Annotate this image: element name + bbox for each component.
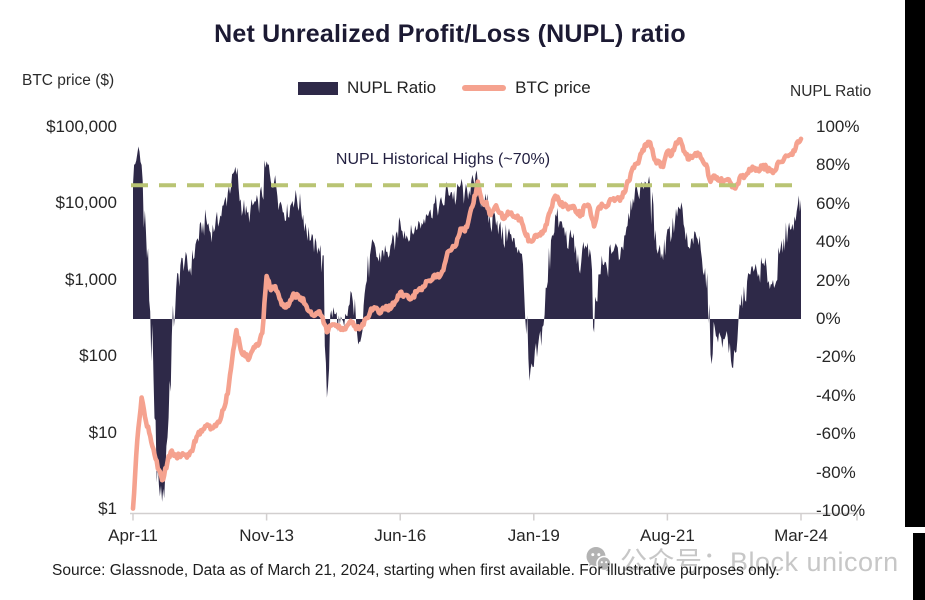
right-axis-tick-label: -40%	[816, 385, 856, 405]
right-axis-tick-label: -60%	[816, 424, 856, 444]
right-axis-tick-label: -20%	[816, 347, 856, 367]
x-axis-tick-label: Jun-16	[374, 526, 427, 545]
bottom-right-black-bar	[913, 533, 925, 600]
watermark: 公众号：Block unicorn	[584, 540, 899, 579]
right-axis-tick-label: 40%	[816, 232, 851, 252]
legend-item-btc: BTC price	[462, 78, 591, 98]
left-axis-tick-label: $100	[79, 346, 117, 366]
x-axis-tick-label: Jan-19	[507, 526, 560, 545]
x-axis-tick-label: Nov-13	[239, 526, 294, 545]
legend-label-nupl: NUPL Ratio	[347, 78, 437, 97]
right-axis-tick-label: 20%	[816, 270, 851, 290]
right-axis-title: NUPL Ratio	[790, 83, 872, 100]
left-axis-tick-label: $1,000	[65, 269, 117, 289]
left-axis-title: BTC price ($)	[22, 72, 115, 89]
chart-title: Net Unrealized Profit/Loss (NUPL) ratio	[214, 20, 686, 48]
wechat-icon	[586, 547, 612, 572]
x-axis-tick-label: Aug-21	[639, 526, 695, 545]
legend-label-btc: BTC price	[515, 78, 591, 97]
btc-price-line	[130, 136, 804, 511]
legend: NUPL Ratio BTC price	[298, 78, 591, 98]
right-axis-tick-label: -100%	[816, 501, 866, 520]
nupl-high-annotation: NUPL Historical Highs (~70%)	[335, 151, 551, 168]
nupl-area-swatch	[298, 81, 338, 95]
nupl-area-series	[133, 146, 801, 502]
left-axis-tick-label: $1	[98, 499, 117, 518]
left-axis-tick-label: $10	[88, 422, 117, 442]
left-axis-tick-label: $100,000	[46, 117, 117, 136]
right-axis-tick-label: 0%	[816, 309, 841, 328]
source-note: Source: Glassnode, Data as of March 21, …	[52, 562, 780, 579]
right-axis-tick-label: -80%	[816, 462, 856, 482]
x-axis-tick-label: Apr-11	[108, 526, 158, 545]
x-axis-tick-label: Mar-24	[774, 526, 828, 545]
left-axis-tick-label: $10,000	[55, 193, 117, 213]
right-edge-black-bar	[905, 0, 925, 527]
legend-item-nupl: NUPL Ratio	[298, 78, 436, 98]
right-axis-tick-label: 80%	[816, 155, 851, 175]
btc-line-swatch	[462, 85, 507, 91]
watermark-text: 公众号：Block unicorn	[620, 547, 899, 577]
right-axis-tick-label: 100%	[816, 117, 860, 136]
right-axis-tick-label: 60%	[816, 193, 851, 213]
